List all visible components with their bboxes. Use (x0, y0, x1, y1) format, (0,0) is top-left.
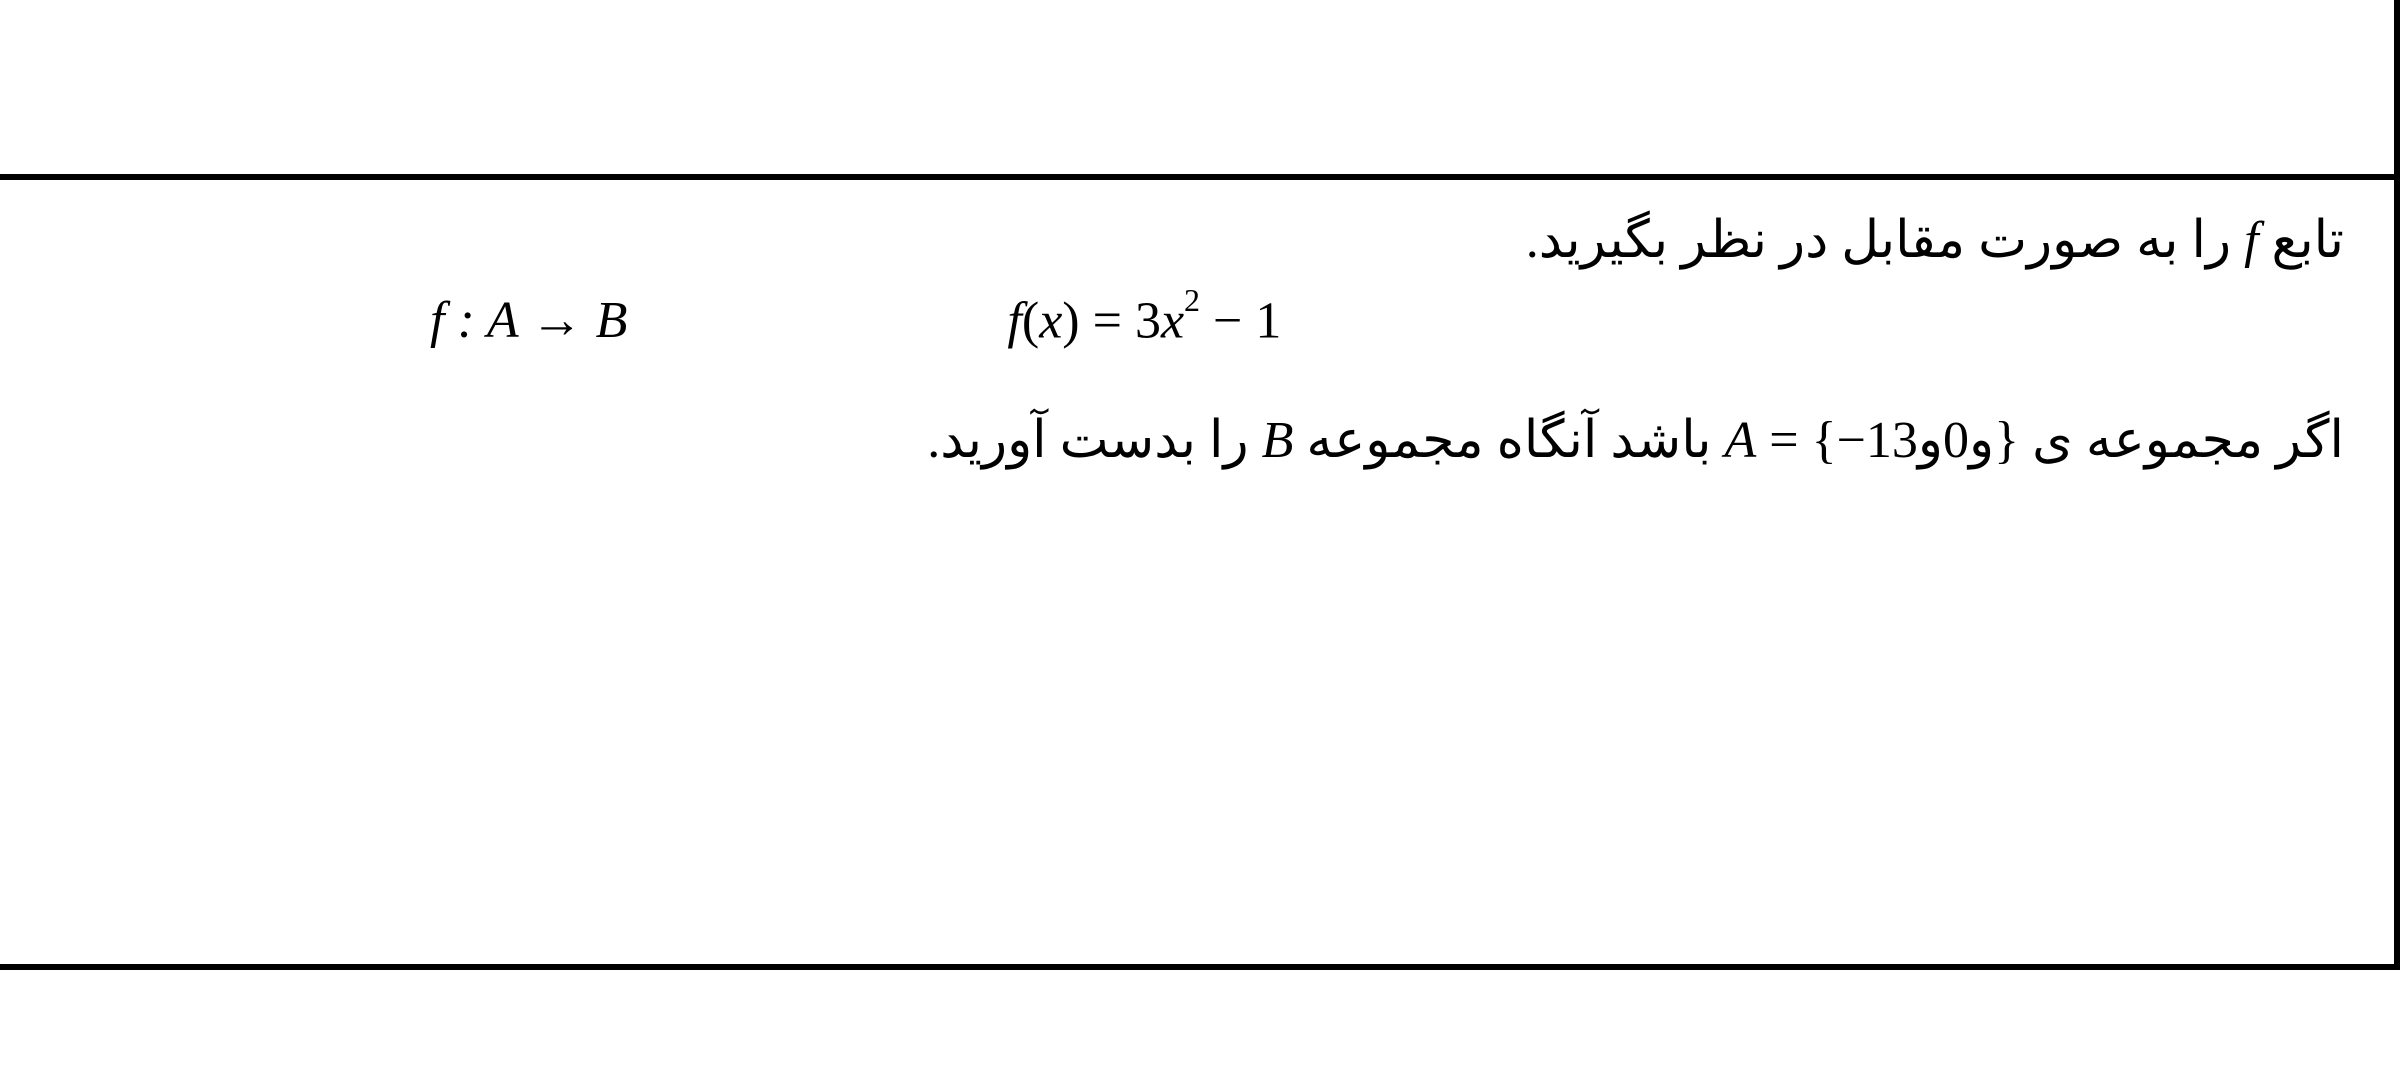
set-eq: = (1756, 412, 1811, 469)
set-open-brace: { (1812, 411, 1837, 470)
question-cell: تابع f را به صورت مقابل در نظر بگیرید. f… (0, 180, 2400, 970)
set-elm2: 0 (1943, 412, 1969, 469)
top-empty-row (0, 0, 2400, 180)
formula-row: f : A → B f(x) = 3x2 − 1 (50, 290, 2344, 350)
set-A-var: A (1725, 412, 1757, 469)
math-var-f: f (2244, 211, 2258, 270)
fx-tail: − 1 (1200, 292, 1281, 349)
fx-paren-close: ) (1062, 292, 1079, 349)
set-elm3: 3 (1892, 412, 1918, 469)
fx-exp: 2 (1184, 282, 1200, 318)
question-line-3: اگر مجموعه ی A = {−1 و0و3} باشد آنگاه مجم… (50, 410, 2344, 470)
fx-f: f (1007, 292, 1021, 349)
text-segment: را بدست آورید. (927, 412, 1248, 469)
fx-paren-open: ( (1022, 292, 1039, 349)
set-close-brace: } (1994, 411, 2019, 470)
question-line-1: تابع f را به صورت مقابل در نظر بگیرید. (50, 210, 2344, 270)
text-segment: اگر مجموعه ی (2019, 412, 2344, 469)
formula-mapping: f : A → B (430, 291, 627, 350)
fx-xvar: x (1161, 292, 1184, 349)
page-container: تابع f را به صورت مقابل در نظر بگیرید. f… (0, 0, 2400, 1080)
fx-eq: = 3 (1080, 292, 1161, 349)
set-sep1: و (1969, 412, 1994, 469)
math-var-B: B (1262, 411, 1294, 470)
set-A-expr: A = {−1 و0و3} (1725, 410, 2020, 470)
text-segment: را به صورت مقابل در نظر بگیرید. (1526, 212, 2231, 269)
set-elm1: −1 (1837, 412, 1892, 469)
text-segment: تابع (2259, 212, 2344, 269)
fx-x: x (1039, 292, 1062, 349)
formula-fx: f(x) = 3x2 − 1 (1007, 290, 1281, 350)
text-segment: باشد آنگاه مجموعه (1293, 412, 1711, 469)
set-sep2: و (1918, 412, 1943, 469)
